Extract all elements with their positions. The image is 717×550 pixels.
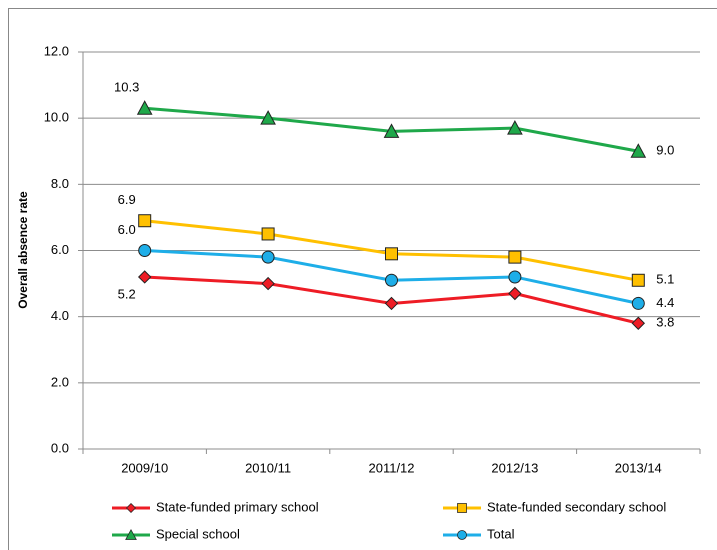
point — [261, 276, 275, 291]
x-tick-label: 2009/10 — [121, 460, 168, 475]
point — [631, 316, 646, 330]
point — [457, 503, 467, 513]
y-tick-label: 12.0 — [44, 43, 69, 58]
point — [508, 270, 522, 284]
data-label: 6.0 — [118, 222, 136, 237]
y-tick-label: 4.0 — [51, 308, 69, 323]
point — [507, 120, 523, 135]
point — [125, 528, 137, 540]
point — [508, 250, 522, 264]
x-tick-label: 2013/14 — [615, 460, 662, 475]
y-tick-label: 10.0 — [44, 110, 69, 125]
y-tick-label: 8.0 — [51, 176, 69, 191]
y-axis-label: Overall absence rate — [16, 191, 30, 309]
data-label: 9.0 — [656, 143, 674, 158]
data-label: 4.4 — [656, 295, 674, 310]
point — [383, 123, 400, 138]
y-tick-label: 6.0 — [51, 242, 69, 257]
legend-label: Total — [487, 526, 515, 541]
y-tick-label: 0.0 — [51, 440, 69, 455]
data-label: 5.2 — [118, 286, 136, 301]
point — [136, 100, 153, 115]
point — [260, 110, 276, 125]
point — [385, 247, 398, 261]
chart-frame — [8, 8, 717, 550]
x-tick-label: 2011/12 — [368, 460, 414, 475]
data-label: 10.3 — [114, 80, 139, 95]
point — [631, 296, 645, 310]
y-tick-label: 2.0 — [51, 374, 69, 389]
legend-label: Special school — [156, 526, 240, 541]
point — [137, 270, 152, 284]
legend-label: State-funded primary school — [156, 499, 319, 514]
point — [138, 214, 152, 228]
point — [261, 227, 275, 241]
point — [261, 250, 275, 264]
data-label: 5.1 — [656, 272, 674, 287]
point — [384, 296, 399, 311]
point — [125, 502, 137, 514]
legend-label: State-funded secondary school — [487, 499, 666, 514]
point — [630, 143, 647, 158]
point — [385, 273, 398, 287]
x-tick-label: 2012/13 — [491, 460, 538, 475]
point — [138, 244, 152, 257]
point — [508, 286, 522, 301]
point — [631, 273, 645, 287]
point — [457, 530, 467, 540]
data-label: 6.9 — [118, 192, 136, 207]
x-tick-label: 2010/11 — [245, 460, 291, 475]
data-label: 3.8 — [656, 315, 674, 330]
